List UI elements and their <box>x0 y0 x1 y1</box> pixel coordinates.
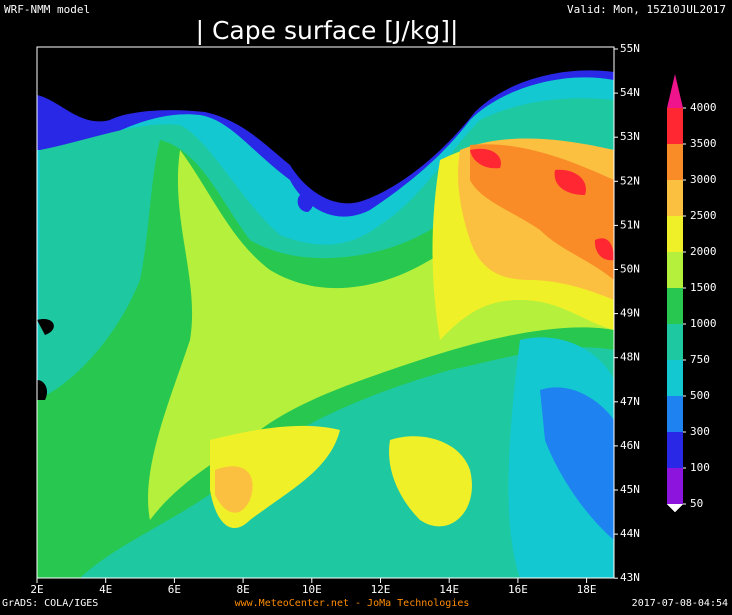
footer-center: www.MeteoCenter.net - JoMa Technologies <box>235 598 470 609</box>
valid-time: Valid: Mon, 15Z10JUL2017 <box>567 3 726 16</box>
lat-label: 49N <box>620 307 640 320</box>
lat-label: 54N <box>620 86 640 99</box>
map-title: | Cape surface [J/kg]| <box>196 16 459 45</box>
lat-label: 47N <box>620 395 640 408</box>
lat-label: 55N <box>620 42 640 55</box>
lon-label: 12E <box>371 583 391 596</box>
lon-label: 10E <box>302 583 322 596</box>
map-field <box>36 46 615 579</box>
lat-label: 46N <box>620 439 640 452</box>
lat-label: 53N <box>620 130 640 143</box>
colorbar-segment <box>667 288 683 324</box>
colorbar-segment <box>667 432 683 468</box>
colorbar-label: 50 <box>690 497 703 510</box>
colorbar-segment <box>667 360 683 396</box>
colorbar-label: 2500 <box>690 209 717 222</box>
colorbar-segment <box>667 108 683 144</box>
model-label: WRF-NMM model <box>4 3 90 16</box>
lat-label: 52N <box>620 174 640 187</box>
colorbar-segment <box>667 216 683 252</box>
lat-label: 50N <box>620 263 640 276</box>
colorbar-segment <box>667 468 683 504</box>
colorbar-label: 3000 <box>690 173 717 186</box>
colorbar-label: 3500 <box>690 137 717 150</box>
lat-label: 43N <box>620 571 640 584</box>
colorbar-label: 1500 <box>690 281 717 294</box>
lon-label: 18E <box>577 583 597 596</box>
colorbar-high-arrow <box>667 74 683 108</box>
lat-label: 51N <box>620 218 640 231</box>
colorbar-label: 2000 <box>690 245 717 258</box>
colorbar-label: 1000 <box>690 317 717 330</box>
colorbar-label: 750 <box>690 353 710 366</box>
footer-right: 2017-07-08-04:54 <box>632 598 728 609</box>
colorbar-segment <box>667 252 683 288</box>
colorbar-label: 300 <box>690 425 710 438</box>
lat-label: 45N <box>620 483 640 496</box>
lon-label: 2E <box>30 583 43 596</box>
map-axes: 2E 4E 6E 8E 10E 12E 14E 16E 18E 55N 54N 53N 52N 51N 50… <box>30 42 640 596</box>
lon-label: 14E <box>439 583 459 596</box>
colorbar-label: 500 <box>690 389 710 402</box>
lat-label: 44N <box>620 527 640 540</box>
lon-label: 6E <box>168 583 181 596</box>
colorbar-label: 100 <box>690 461 710 474</box>
colorbar-segment <box>667 324 683 360</box>
colorbar-segment <box>667 144 683 180</box>
colorbar-segment <box>667 180 683 216</box>
colorbar-label: 4000 <box>690 101 717 114</box>
footer-left: GrADS: COLA/IGES <box>2 598 98 609</box>
lon-label: 8E <box>236 583 249 596</box>
lon-label: 4E <box>99 583 112 596</box>
lon-label: 16E <box>508 583 528 596</box>
colorbar: 50 100 300 500 750 1000 1500 2000 2500 3000 3500 40… <box>666 74 717 513</box>
colorbar-segment <box>667 396 683 432</box>
lat-label: 48N <box>620 351 640 364</box>
